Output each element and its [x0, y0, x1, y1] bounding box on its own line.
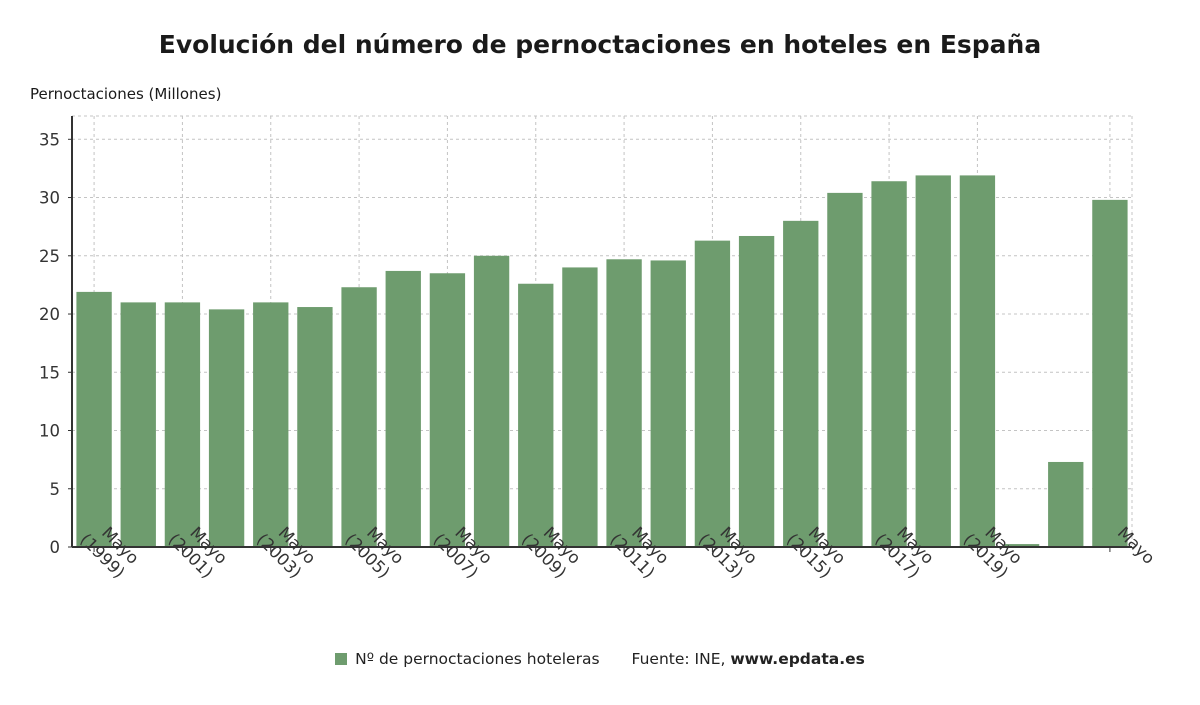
bars: [76, 175, 1128, 548]
y-tick-label: 5: [50, 480, 61, 499]
bar-mayo-2002: [208, 309, 245, 547]
bar-mayo-2013: [694, 240, 731, 547]
bar-mayo-2021: [1048, 461, 1084, 547]
source-credit: Fuente: INE, www.epdata.es: [632, 650, 865, 668]
bar-mayo-2001: [164, 302, 201, 547]
bar-mayo-2004: [297, 307, 333, 547]
bar-mayo-2007: [429, 273, 466, 547]
y-axis-label: Pernoctaciones (Millones): [30, 85, 222, 103]
bar-mayo-2019: [959, 175, 996, 547]
bar-mayo-2017: [871, 181, 907, 548]
source-prefix: Fuente: INE,: [631, 650, 731, 668]
bar-mayo-2009: [518, 283, 554, 547]
chart-title: Evolución del número de pernoctaciones e…: [158, 30, 1042, 59]
gridlines: [72, 115, 1133, 547]
y-tick-label: 15: [39, 363, 60, 382]
bar-mayo-2000: [120, 302, 156, 547]
bar-mayo-2006: [385, 270, 421, 547]
bar-mayo-2018: [915, 175, 951, 547]
legend: Nº de pernoctaciones hoteleras Fuente: IN…: [0, 650, 1200, 668]
source-site: www.epdata.es: [730, 650, 865, 668]
y-tick-label: 35: [39, 130, 60, 149]
y-tick-label: 25: [39, 247, 60, 266]
bar-mayo-2005: [341, 287, 377, 547]
bar-mayo-2011: [606, 259, 642, 547]
bar-mayo-2014: [738, 235, 775, 547]
bar-mayo-2015: [783, 220, 819, 548]
axes: [68, 116, 1132, 552]
y-tick-label: 20: [39, 305, 60, 324]
y-tick-labels: 0 5 10 15 20 25 30 35: [39, 130, 60, 557]
y-tick-label: 10: [39, 422, 60, 441]
legend-label: Nº de pernoctaciones hoteleras: [355, 650, 600, 668]
bar-mayo-2010: [562, 267, 598, 547]
bar-mayo-2008: [473, 255, 510, 547]
y-tick-label: 30: [39, 189, 60, 208]
bar-mayo-1999: [76, 291, 112, 547]
bar-mayo-2016: [827, 192, 863, 547]
bar-mayo-2020: [1003, 544, 1040, 547]
legend-swatch: [335, 653, 348, 665]
y-tick-label: 0: [50, 538, 61, 557]
bar-mayo-2012: [650, 260, 686, 547]
bar-mayo-2003: [253, 302, 289, 547]
bar-mayo-2022: [1092, 199, 1128, 547]
